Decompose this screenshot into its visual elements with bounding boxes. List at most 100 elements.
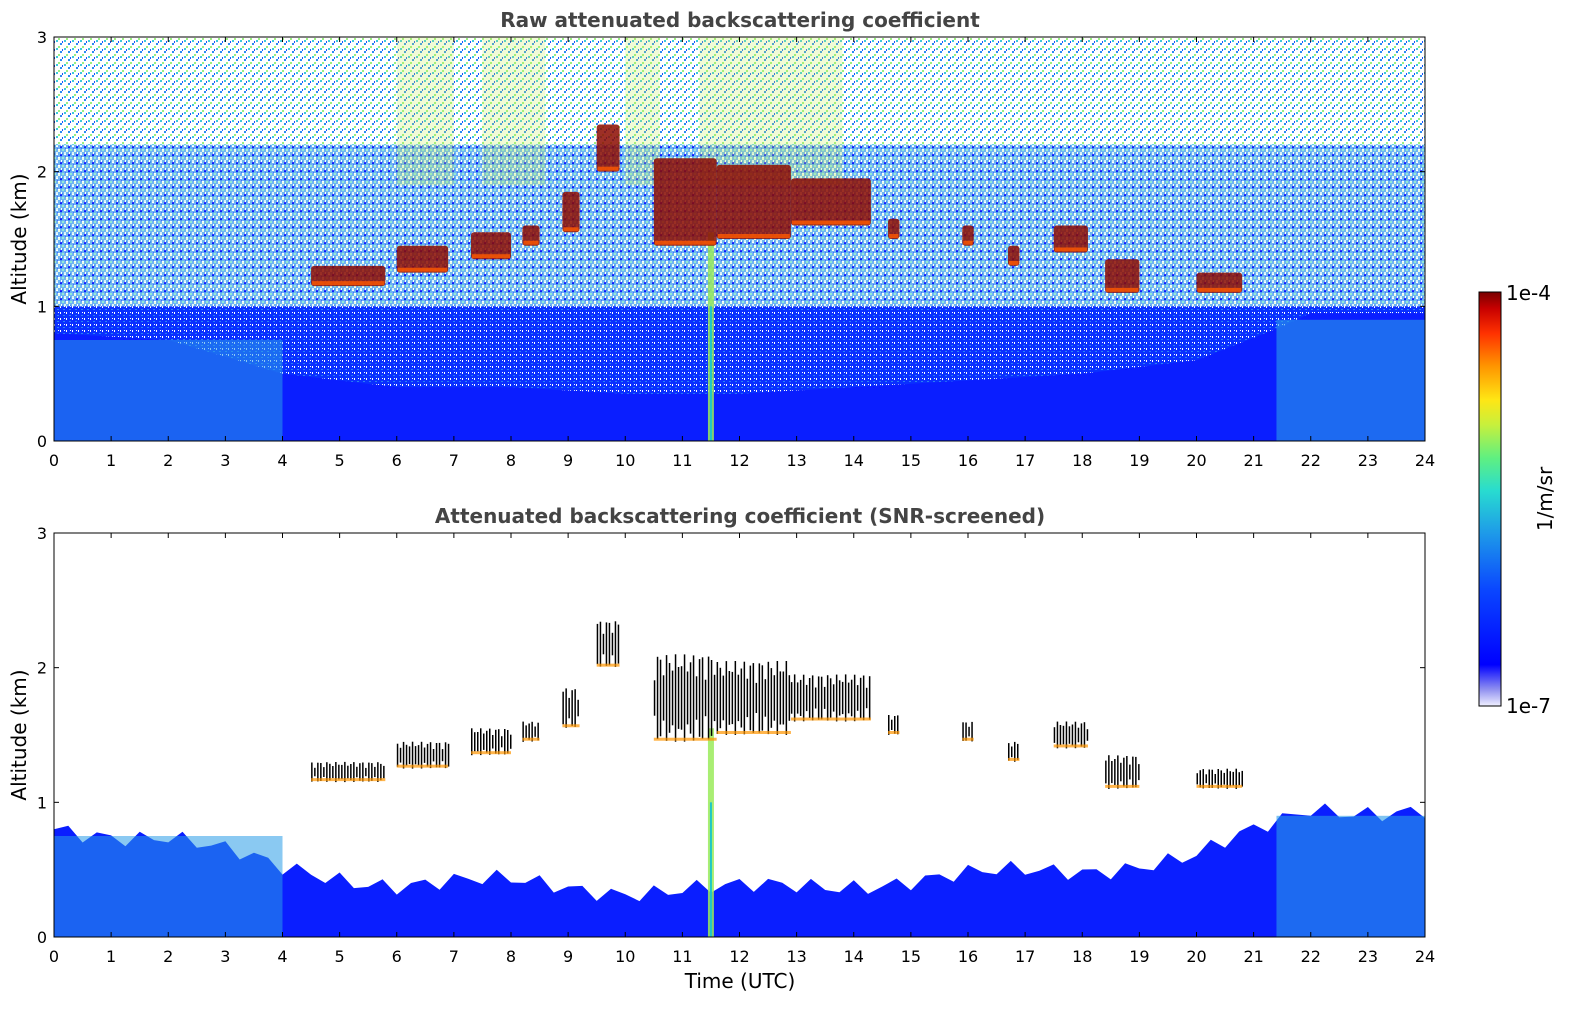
heatmap-field	[54, 37, 1425, 441]
x-tick-label: 0	[49, 451, 59, 470]
cloud-column	[731, 671, 734, 725]
cloud-column	[1008, 743, 1010, 761]
cloud-column	[671, 670, 674, 726]
cloud-column	[408, 746, 411, 765]
cloud-column	[686, 671, 689, 725]
x-tick-label: 13	[786, 947, 806, 966]
cloud-column	[865, 687, 868, 709]
cloud-column	[1014, 741, 1016, 762]
cloud-column	[668, 663, 671, 733]
cloud-column	[793, 674, 796, 722]
cloud-column	[779, 671, 782, 725]
cloud-column	[1211, 769, 1213, 788]
cloud-segment	[1053, 225, 1088, 253]
cloud-column	[341, 764, 343, 780]
cloud-column	[1132, 756, 1134, 788]
x-tick-label: 9	[563, 451, 573, 470]
cloud-column	[773, 675, 776, 721]
cloud-column	[734, 661, 737, 735]
cloud-column	[565, 688, 567, 728]
cloud-column	[767, 661, 770, 735]
cloud-column	[692, 655, 695, 741]
cloud-column	[608, 622, 611, 666]
x-tick-label: 22	[1301, 947, 1321, 966]
panel-screened-y-axis-label: Altitude (km)	[7, 669, 31, 800]
cloud-column	[507, 730, 509, 754]
cloud-column	[1011, 746, 1013, 758]
cloud-column	[486, 730, 488, 753]
boundary-layer-edge-right	[1276, 319, 1425, 441]
x-tick-label: 23	[1358, 451, 1378, 470]
cloud-column	[653, 680, 656, 716]
x-tick-label: 12	[729, 947, 749, 966]
cloud-column	[704, 679, 707, 717]
cloud-column	[599, 621, 602, 667]
cloud-column	[495, 729, 497, 754]
y-tick-label: 1	[37, 297, 47, 316]
cloud-column	[423, 747, 426, 763]
cloud-column	[808, 678, 811, 718]
cloud-column	[525, 725, 527, 738]
cloud-column	[1196, 773, 1198, 785]
cloud-column	[504, 729, 506, 755]
panel-screened-x-ticks: 0 1 2 3 4 5 6 7 8 9 10 11 12 13 14 15 16 17 18 19 20 21 22 23 24	[49, 533, 1435, 966]
x-tick-label: 20	[1186, 947, 1206, 966]
cloud-base	[311, 778, 386, 782]
cloud-base	[1054, 247, 1087, 252]
cloud-column	[1220, 770, 1222, 788]
cloud-column	[356, 766, 358, 778]
x-tick-label: 3	[220, 947, 230, 966]
cloud-column	[962, 722, 964, 741]
cloud-column	[838, 680, 841, 716]
cloud-base	[1053, 744, 1088, 748]
cloud-column	[347, 765, 349, 779]
x-tick-label: 24	[1415, 947, 1435, 966]
cloud-column	[805, 684, 808, 712]
x-tick-label: 15	[901, 947, 921, 966]
cloud-column	[823, 686, 826, 709]
cloud-base	[562, 724, 580, 728]
cloud-column	[377, 762, 379, 782]
cloud-column	[677, 667, 680, 729]
boundary-layer-edge-left	[54, 836, 283, 937]
cloud-column	[725, 661, 728, 735]
panel-raw-title: Raw attenuated backscattering coefficien…	[500, 8, 980, 32]
cloud-column	[402, 741, 405, 769]
cloud-column	[782, 671, 785, 725]
y-tick-label: 3	[37, 524, 47, 543]
cloud-column	[1123, 757, 1125, 787]
cloud-column	[537, 722, 539, 741]
x-tick-label: 21	[1243, 451, 1263, 470]
cloud-column	[1068, 726, 1071, 744]
x-tick-label: 23	[1358, 947, 1378, 966]
cloud-column	[574, 689, 576, 727]
cloud-segment	[596, 124, 620, 172]
x-tick-label: 8	[506, 451, 516, 470]
x-tick-label: 5	[335, 451, 345, 470]
x-tick-label: 11	[672, 947, 692, 966]
cloud-segment	[522, 225, 540, 246]
cloud-column	[1053, 727, 1056, 743]
cloud-column	[817, 676, 820, 720]
cloud-column	[1117, 755, 1119, 789]
cloud-column	[1238, 772, 1240, 786]
cloud-base	[653, 737, 717, 741]
cloud-column	[770, 668, 773, 728]
cloud-column	[897, 715, 899, 735]
x-tick-label: 16	[958, 947, 978, 966]
cloud-column	[680, 666, 683, 730]
cloud-column	[323, 767, 325, 777]
boundary-layer	[54, 803, 1425, 937]
cloud-column	[571, 690, 573, 726]
cloud-column	[528, 723, 530, 740]
cloud-column	[746, 678, 749, 718]
cloud-column	[1120, 762, 1122, 782]
cloud-column	[577, 699, 579, 717]
cloud-column	[429, 742, 432, 769]
cloud-column	[698, 659, 701, 737]
cloud-column	[1074, 721, 1077, 749]
cloud-column	[796, 682, 799, 714]
cloud-column	[374, 766, 376, 778]
cloud-base	[716, 731, 791, 734]
panel-raw-x-ticks: 0 1 2 3 4 5 6 7 8 9 10 11 12 13 14 15 16 17 18 19 20 21 22 23 24	[49, 37, 1435, 470]
